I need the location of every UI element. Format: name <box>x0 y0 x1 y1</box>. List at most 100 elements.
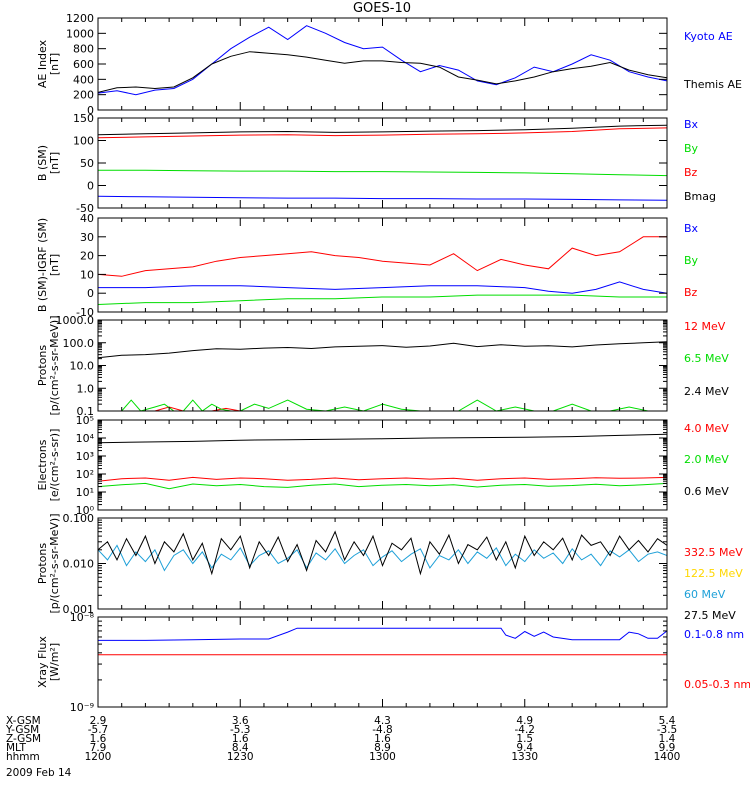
chart-panel-5: 10⁰ 10¹ 10² 10³ 10⁴ 10⁵ Electrons [e/(cm²-s-sr)… <box>36 414 729 517</box>
series-line-bz <box>98 236 667 277</box>
y-tick-label: 400 <box>73 73 94 86</box>
legend-bx: Bx <box>684 222 699 235</box>
legend-by: By <box>684 254 699 267</box>
legend-6-5-mev: 6.5 MeV <box>684 352 729 365</box>
series-line-4-0-mev <box>98 476 667 482</box>
ephemeris-value: 1.5 <box>516 733 533 745</box>
ephemeris-value: 9.4 <box>516 742 533 754</box>
y-axis-label: [p/(cm²-s-sr-MeV)] <box>48 514 61 614</box>
plot-frame <box>97 419 668 511</box>
ephemeris-value: 1400 <box>654 751 681 763</box>
ephemeris-row-label: hhmm <box>6 751 40 763</box>
chart-panel-1: 0 200 400 600 800 1000 1200 AE Index [nT] Kyoto A… <box>36 12 742 117</box>
ephemeris-value: 7.9 <box>90 742 107 754</box>
series-line-60-mev <box>98 544 667 572</box>
y-tick-label: 40 <box>80 212 94 225</box>
ephemeris-row-label: MLT <box>6 742 26 754</box>
y-axis-label: [nT] <box>48 53 61 75</box>
ephemeris-value: -5.7 <box>88 724 109 736</box>
legend-bmag: Bmag <box>684 190 716 203</box>
ephemeris-value: 8.4 <box>232 742 249 754</box>
y-tick-label: 10⁻⁸ <box>70 611 95 624</box>
legend-by: By <box>684 142 699 155</box>
date-label: 2009 Feb 14 <box>6 767 72 779</box>
y-tick-label: 1000 <box>66 27 94 40</box>
legend-themis-ae: Themis AE <box>683 78 742 91</box>
y-tick-label: 10.0 <box>70 360 95 373</box>
y-axis-label: AE Index <box>36 39 49 88</box>
legend-60-mev: 60 MeV <box>684 588 726 601</box>
ephemeris-value: -4.8 <box>372 724 393 736</box>
figure-title: GOES-10 <box>353 1 411 16</box>
y-axis-label: [W/m²] <box>48 643 61 681</box>
series-line-by <box>98 169 667 177</box>
series-line-bz <box>98 127 667 139</box>
series-line-27-5-mev <box>98 530 667 576</box>
y-tick-label: -50 <box>76 202 94 215</box>
y-tick-label: 800 <box>73 43 94 56</box>
series-line-themis-ae <box>98 51 667 93</box>
ephemeris-table: X-GSMY-GSMZ-GSMMLThhmm2.9-5.71.67.912003… <box>5 715 680 763</box>
ephemeris-value: 4.9 <box>516 715 533 727</box>
legend-bz: Bz <box>684 166 698 179</box>
ephemeris-value: 5.4 <box>659 715 676 727</box>
y-tick-label: 10¹ <box>76 486 94 499</box>
ephemeris-value: 1.6 <box>374 733 391 745</box>
y-tick-label: 10⁻⁹ <box>70 701 94 714</box>
y-tick-label: 100.0 <box>63 337 95 350</box>
y-tick-label: 10⁵ <box>76 414 94 427</box>
y-axis-label: [nT] <box>48 152 61 174</box>
ephemeris-value: 9.9 <box>659 742 676 754</box>
ephemeris-value: 1.6 <box>90 733 107 745</box>
y-tick-label: 0.100 <box>63 512 95 525</box>
ephemeris-value: 3.6 <box>232 715 249 727</box>
y-tick-label: 150 <box>73 112 94 125</box>
y-tick-label: 30 <box>80 231 94 244</box>
ephemeris-row-label: Z-GSM <box>6 733 41 745</box>
y-axis-label: [nT] <box>48 254 61 276</box>
y-tick-label: 10⁰ <box>76 504 95 517</box>
y-tick-label: 20 <box>80 250 94 263</box>
legend-0-6-mev: 0.6 MeV <box>684 485 729 498</box>
series-line-0-6-mev <box>98 433 667 444</box>
y-tick-label: 10 <box>80 268 94 281</box>
y-tick-label: 10³ <box>76 450 94 463</box>
chart-panel-7: 10⁻⁹ 10⁻⁸ Xray Flux [W/m²] 0.1-0.8 nm 0.05-0.… <box>36 611 750 714</box>
y-axis-label: [p/(cm²-s-sr-MeV)] <box>48 316 61 416</box>
legend-0-05-0-3-nm: 0.05-0.3 nm <box>684 678 750 691</box>
ephemeris-row-label: Y-GSM <box>5 724 39 736</box>
y-tick-label: 50 <box>80 157 94 170</box>
legend-12-mev: 12 MeV <box>684 320 726 333</box>
y-tick-label: -10 <box>76 306 94 319</box>
legend-2-4-mev: 2.4 MeV <box>684 385 729 398</box>
y-tick-label: 0.1 <box>77 405 95 418</box>
ephemeris-value: -4.2 <box>515 724 536 736</box>
y-tick-label: 0 <box>87 104 94 117</box>
ephemeris-value: 1.4 <box>659 733 676 745</box>
y-tick-label: 0.010 <box>63 558 95 571</box>
y-tick-label: 1200 <box>66 12 94 25</box>
chart-panel-2: -50 0 50 100 150 B (SM) [nT] Bx By Bz Bmag <box>36 112 716 215</box>
legend-bz: Bz <box>684 286 698 299</box>
y-tick-label: 0 <box>87 180 94 193</box>
plot-frame <box>97 217 668 313</box>
series-line-by <box>98 294 667 305</box>
legend-2-0-mev: 2.0 MeV <box>684 453 729 466</box>
plot-frame <box>97 319 668 412</box>
y-tick-label: 10² <box>76 468 94 481</box>
plot-frame <box>97 17 668 111</box>
series-line-0-1-0-8-nm <box>98 627 667 641</box>
series-line-2-4-mev <box>98 341 667 359</box>
ephemeris-value: 1300 <box>369 751 396 763</box>
y-axis-label: [e/(cm²-s-sr)] <box>48 429 61 502</box>
y-axis-label: Protons <box>36 543 49 584</box>
y-axis-label: Electrons <box>36 439 49 490</box>
series-line-bx <box>98 281 667 294</box>
y-axis-label: Xray Flux <box>36 636 49 688</box>
legend-bx: Bx <box>684 118 699 131</box>
legend-4-0-mev: 4.0 MeV <box>684 422 729 435</box>
ephemeris-value: 4.3 <box>374 715 391 727</box>
legend-27-5-mev: 27.5 MeV <box>684 609 736 622</box>
